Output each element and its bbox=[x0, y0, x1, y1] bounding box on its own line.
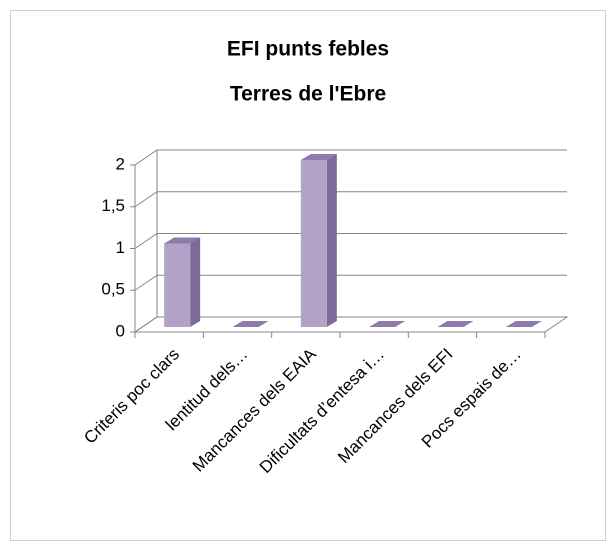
bar-top bbox=[437, 321, 474, 327]
bar bbox=[164, 243, 191, 327]
bar bbox=[300, 160, 327, 327]
y-tick-label: 1 bbox=[116, 238, 125, 257]
bar-top bbox=[164, 237, 201, 244]
grid-line bbox=[134, 233, 567, 249]
bar-top bbox=[369, 321, 406, 327]
y-tick-label: 1,5 bbox=[101, 196, 125, 215]
bar-side bbox=[190, 237, 201, 327]
chart-title: Terres de l'Ebre bbox=[230, 83, 386, 106]
bar-top bbox=[505, 321, 542, 327]
grid-line bbox=[134, 149, 567, 166]
bar-top bbox=[300, 154, 337, 160]
y-tick-label: 2 bbox=[116, 154, 125, 173]
bar-side bbox=[326, 154, 337, 327]
grid-line bbox=[134, 191, 567, 208]
grid-line bbox=[134, 316, 567, 333]
bar-top bbox=[232, 321, 269, 327]
chart-title: EFI punts febles bbox=[227, 38, 389, 61]
y-tick-label: 0,5 bbox=[101, 280, 125, 299]
y-tick-label: 0 bbox=[116, 321, 125, 340]
grid-line bbox=[134, 274, 567, 291]
